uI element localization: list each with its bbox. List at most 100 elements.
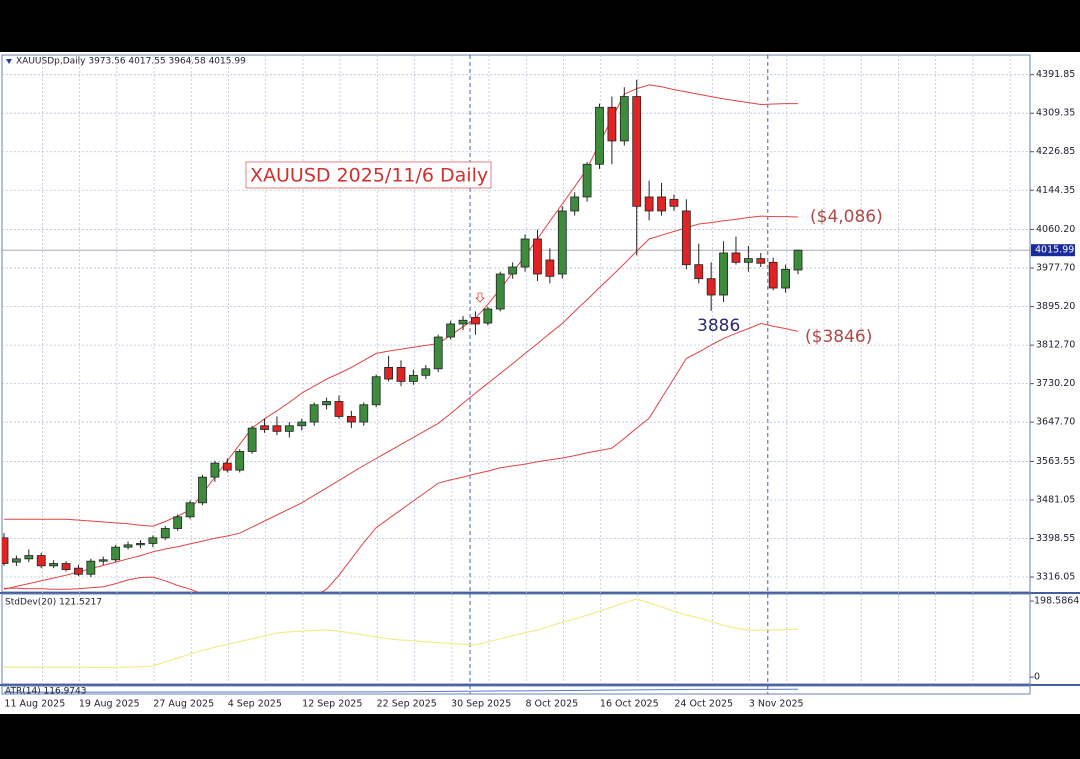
x-tick-label: 8 Oct 2025 bbox=[525, 699, 578, 710]
y-tick-label: 3316.05 bbox=[1036, 572, 1075, 583]
candle-body bbox=[346, 416, 356, 423]
y-tick-label: 4309.35 bbox=[1036, 108, 1075, 119]
candle-body bbox=[619, 96, 629, 142]
stddev-title: StdDev(20) 121.5217 bbox=[5, 598, 102, 608]
candle-body bbox=[74, 567, 83, 575]
stddev-tick-label: 0 bbox=[1034, 672, 1040, 683]
candle-body bbox=[396, 366, 406, 382]
x-tick-label: 30 Sep 2025 bbox=[451, 699, 511, 710]
candle-body bbox=[781, 268, 790, 289]
candle-body bbox=[570, 196, 580, 212]
candle-body bbox=[272, 425, 282, 432]
candle-body bbox=[632, 96, 642, 207]
y-tick-label: 3647.70 bbox=[1036, 417, 1075, 428]
candle-body bbox=[421, 368, 431, 376]
atr-line bbox=[3, 688, 799, 693]
stddev-tick-label: 198.5864 bbox=[1034, 596, 1079, 607]
x-tick-label: 16 Oct 2025 bbox=[600, 699, 659, 710]
candle-body bbox=[669, 198, 679, 207]
header-arrow bbox=[6, 59, 12, 64]
candle-body bbox=[36, 555, 46, 567]
bollinger-band bbox=[4, 84, 798, 527]
last-price-label: 4015.99 bbox=[1035, 245, 1074, 256]
x-tick-label: 19 Aug 2025 bbox=[79, 699, 140, 710]
y-tick-label: 3977.70 bbox=[1036, 263, 1075, 274]
chart-header: XAUUSDp,Daily 3973.56 4017.55 3964.58 40… bbox=[16, 57, 246, 67]
candle-body bbox=[681, 210, 691, 266]
candle-body bbox=[644, 196, 654, 212]
stddev-line bbox=[4, 598, 799, 669]
y-tick-label: 3730.20 bbox=[1036, 378, 1075, 389]
y-tick-label: 4060.20 bbox=[1036, 224, 1075, 235]
candle-body bbox=[160, 528, 170, 539]
candle-body bbox=[2, 537, 9, 564]
bollinger-band bbox=[4, 322, 799, 592]
upper-band-annotation: ($4,086) bbox=[810, 207, 883, 227]
candle-body bbox=[508, 266, 518, 275]
candle-body bbox=[111, 546, 121, 561]
candle-body bbox=[24, 555, 34, 560]
candle-body bbox=[731, 252, 741, 263]
candle-body bbox=[409, 374, 418, 382]
candle-body bbox=[148, 537, 158, 544]
candle-body bbox=[582, 163, 592, 198]
candle-body bbox=[136, 543, 145, 546]
candle-body bbox=[86, 560, 96, 575]
candle-body bbox=[222, 462, 232, 471]
candle-body bbox=[210, 462, 220, 478]
candle-body bbox=[533, 238, 542, 275]
candle-body bbox=[185, 502, 195, 518]
y-tick-label: 3563.55 bbox=[1036, 456, 1075, 467]
y-tick-label: 4226.85 bbox=[1036, 146, 1075, 157]
candle-body bbox=[768, 261, 778, 289]
lower-band-annotation: ($3846) bbox=[805, 327, 872, 347]
grid bbox=[2, 55, 1030, 694]
x-tick-label: 3 Nov 2025 bbox=[749, 699, 804, 710]
candle-body bbox=[371, 376, 381, 406]
candle-body bbox=[260, 425, 269, 430]
candle-body bbox=[49, 563, 59, 567]
candle-body bbox=[557, 210, 567, 275]
candle-body bbox=[595, 106, 604, 165]
atr-title: ATR(14) 116.9743 bbox=[5, 687, 87, 697]
candle-body bbox=[198, 476, 207, 504]
last-price-box bbox=[1031, 244, 1075, 257]
x-tick-label: 12 Sep 2025 bbox=[302, 699, 362, 710]
bollinger-band bbox=[3, 215, 799, 590]
candle-body bbox=[719, 252, 728, 296]
candle-body bbox=[446, 323, 456, 338]
chart-background bbox=[0, 52, 1080, 714]
candle-body bbox=[471, 317, 480, 325]
signal-arrow bbox=[475, 292, 485, 303]
title-box bbox=[245, 161, 492, 189]
candle-body bbox=[359, 404, 369, 423]
candle-body bbox=[545, 259, 555, 277]
low-annotation: 3886 bbox=[697, 316, 740, 336]
y-tick-label: 3812.70 bbox=[1036, 340, 1075, 351]
candle-body bbox=[173, 516, 183, 529]
candle-body bbox=[607, 106, 617, 142]
y-tick-label: 3398.55 bbox=[1036, 533, 1075, 544]
candle-body bbox=[309, 404, 319, 423]
candle-body bbox=[694, 264, 704, 280]
candle-body bbox=[793, 249, 803, 271]
candle-body bbox=[495, 273, 505, 310]
x-tick-label: 27 Aug 2025 bbox=[153, 699, 214, 710]
candle-body bbox=[123, 544, 133, 548]
y-tick-label: 4144.35 bbox=[1036, 185, 1075, 196]
candle-body bbox=[483, 308, 493, 324]
candle-body bbox=[98, 559, 108, 562]
x-tick-label: 22 Sep 2025 bbox=[377, 699, 437, 710]
candle-body bbox=[297, 421, 307, 427]
candle-body bbox=[247, 427, 257, 452]
candle-body bbox=[12, 558, 21, 563]
y-tick-label: 4391.85 bbox=[1036, 69, 1075, 80]
candle-body bbox=[520, 238, 530, 268]
candle-body bbox=[384, 366, 393, 380]
candle-body bbox=[706, 278, 716, 296]
y-tick-label: 3481.05 bbox=[1036, 494, 1075, 505]
y-tick-label: 3895.20 bbox=[1036, 301, 1075, 312]
candle-body bbox=[284, 425, 294, 432]
